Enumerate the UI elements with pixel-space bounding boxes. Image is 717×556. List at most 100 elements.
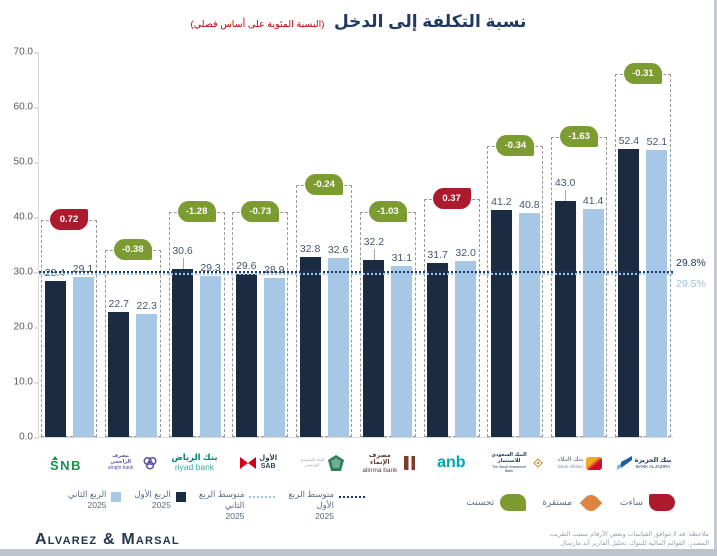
bar-q1-aljazira: 52.4 (618, 135, 640, 437)
y-axis-tick: 50.0 (1, 157, 38, 168)
improved-teardrop-icon (500, 494, 527, 511)
bank-group-snb: 0.72 28.4 29.1 (41, 52, 97, 437)
bar-pair: 52.4 52.1 (615, 135, 671, 437)
bar-q2-sab: 28.9 (263, 264, 285, 437)
alinma-block-icon (403, 456, 416, 470)
badge-legend-improved: تحسنت (466, 494, 527, 511)
bar-q2-saib: 40.8 (518, 199, 540, 437)
footnote-line1: ملاحظة: قد لا تتوافق القياسات وبعض الأرق… (549, 531, 709, 538)
value-label-q2: 32.6 (327, 243, 349, 256)
dotted-line-light-swatch (249, 496, 276, 498)
series-legend: متوسط الربع الأول 2025 متوسط الربع الثاني 20… (20, 489, 365, 522)
snb-caret-icon (52, 453, 59, 460)
logo-text: alrajhi bank (107, 464, 134, 471)
value-label-q2: 32.0 (455, 247, 476, 259)
bar-q1-sab: 29.6 (235, 260, 257, 437)
change-badge-aljazira: -0.31 (623, 63, 662, 84)
logo-text: Bank Albilad (557, 463, 583, 469)
value-label-q1: 31.7 (427, 248, 448, 261)
bank-group-saib: -0.34 41.2 40.8 (487, 52, 544, 437)
y-axis-tick: 70.0 (1, 47, 38, 58)
bank-group-anb: 0.37 31.7 32.0 (423, 52, 480, 437)
bar-q1-alinma: 32.2 (363, 236, 385, 437)
logo-text: BANK ALJAZIRA (635, 464, 671, 470)
value-label-q2: 41.4 (582, 195, 604, 208)
legend-item-avg-q1: متوسط الربع الأول 2025 (288, 489, 365, 522)
albilad-mark-icon (586, 456, 603, 470)
y-axis-tick: 0.0 (1, 432, 38, 443)
slide-bottom-edge (0, 549, 717, 556)
bar-q1-anb: 31.7 (427, 249, 449, 437)
bank-group-bsf: -0.24 32.8 32.6 (296, 52, 353, 437)
dotted-line-dark-swatch (339, 496, 365, 498)
bar-q2-aljazira: 52.1 (646, 136, 668, 437)
y-axis-tick: 10.0 (1, 377, 38, 388)
logo-text: بنك البلاد (557, 456, 584, 463)
alvarez-marsal-logo: Alvarez & Marsal (35, 531, 180, 548)
value-label-q1: 32.8 (299, 242, 321, 255)
bar-q2-bsf: 32.6 (327, 244, 349, 437)
legend-label: الربع الثاني 2025 (67, 489, 107, 511)
average-line-dark (39, 271, 673, 274)
bank-group-alinma: -1.03 32.2 31.1 (359, 52, 416, 437)
bar-q1-snb: 28.4 (44, 267, 66, 437)
alinma-logo: مصرف الإنماء alinma bank (359, 444, 416, 482)
logo-text: بنك الرياض (171, 452, 218, 463)
legend-item-avg-q2: متوسط الربع الثاني 2025 (199, 489, 276, 522)
bar-pair: 32.8 32.6 (296, 243, 352, 437)
light-square-swatch (111, 492, 122, 502)
change-badge-alrajhi: -0.38 (113, 239, 152, 260)
bsf-logo: البنك السعودي الفرنسي (295, 444, 351, 482)
y-axis-tick: 40.0 (1, 212, 38, 223)
bsf-gem-icon (328, 455, 345, 471)
bar-pair: 43.0 41.4 (551, 177, 607, 437)
logo-text: anb (437, 453, 466, 471)
sab-logo: الأول SAB (231, 444, 287, 482)
bar-pair: 32.2 31.1 (360, 236, 416, 437)
legend-item-q2: الربع الثاني 2025 (67, 489, 122, 522)
change-badge-bsf: -0.24 (305, 174, 344, 196)
bank-group-aljazira: -0.31 52.4 52.1 (614, 52, 671, 437)
value-label-q2: 31.1 (391, 251, 413, 264)
average-line-light (39, 272, 673, 275)
legend-label: متوسط الربع الأول 2025 (288, 489, 334, 522)
value-label-q1: 29.6 (236, 260, 257, 273)
avg-label-q1: 29.8% (676, 257, 706, 269)
bar-pair: 41.2 40.8 (487, 196, 543, 437)
logo-text: The Saudi Investment Bank (491, 464, 527, 473)
logo-text: مصرف الإنماء (368, 451, 391, 467)
bar-q2-anb: 32.0 (455, 247, 477, 437)
logo-text: SNB (50, 457, 82, 473)
bar-groups: 0.72 28.4 29.1 -0.38 22.7 22.3 -1.28 (41, 52, 671, 437)
value-label-q2: 52.1 (646, 136, 668, 149)
bar-q2-alinma: 31.1 (391, 252, 413, 437)
value-label-q1: 30.6 (172, 244, 193, 257)
bar-pair: 28.4 29.1 (41, 263, 97, 437)
change-badge-alinma: -1.03 (368, 200, 407, 222)
bar-pair: 31.7 32.0 (424, 247, 480, 437)
chart-title: نسبة التكلفة إلى الدخل (النسبة المئوية ع… (0, 12, 717, 32)
bank-group-alrajhi: -0.38 22.7 22.3 (104, 52, 161, 437)
alrajhi-logo: مصرف الراجحي alrajhi bank (102, 444, 158, 482)
value-label-q1: 43.0 (554, 176, 576, 189)
logo-text: الأول (259, 454, 278, 462)
saib-logo: البنك السعودي للاستثمار The Saudi Investm… (488, 444, 544, 482)
y-axis-tick: 60.0 (1, 102, 38, 113)
bank-group-sab: -0.73 29.6 28.9 (232, 52, 289, 437)
aljazira-logo: بنك الجزيرة BANK ALJAZIRA (616, 444, 672, 482)
y-axis-tick: 20.0 (1, 322, 38, 333)
stable-diamond-icon (579, 491, 603, 514)
badge-legend-stable: مستقرة (542, 491, 604, 514)
bank-group-riyad: -1.28 30.6 29.3 (168, 52, 225, 437)
logo-text: SAB (260, 463, 276, 470)
change-badge-albilad: -1.63 (560, 126, 599, 148)
bar-q2-riyad: 29.3 (200, 262, 222, 437)
logo-text: riyad bank (174, 462, 215, 472)
saib-emblem-icon (533, 458, 544, 468)
y-axis-tick: 30.0 (1, 267, 38, 278)
value-label-q1: 22.7 (108, 298, 129, 311)
badge-legend: ساءت مستقرة تحسنت (445, 491, 675, 514)
riyad-logo: بنك الرياض riyad bank (166, 444, 222, 482)
aljazira-flag-icon (616, 456, 632, 470)
logo-text: البنك السعودي (300, 457, 325, 463)
